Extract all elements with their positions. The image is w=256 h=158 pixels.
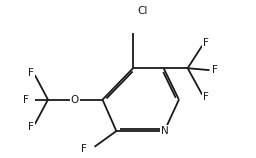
Text: F: F (211, 65, 217, 75)
Text: F: F (203, 92, 209, 102)
Text: F: F (23, 95, 29, 105)
Text: F: F (28, 68, 34, 78)
Text: O: O (71, 95, 79, 105)
Text: N: N (161, 126, 169, 136)
Text: F: F (28, 122, 34, 131)
Text: F: F (81, 144, 87, 154)
Text: F: F (203, 38, 209, 48)
Text: Cl: Cl (137, 6, 148, 16)
